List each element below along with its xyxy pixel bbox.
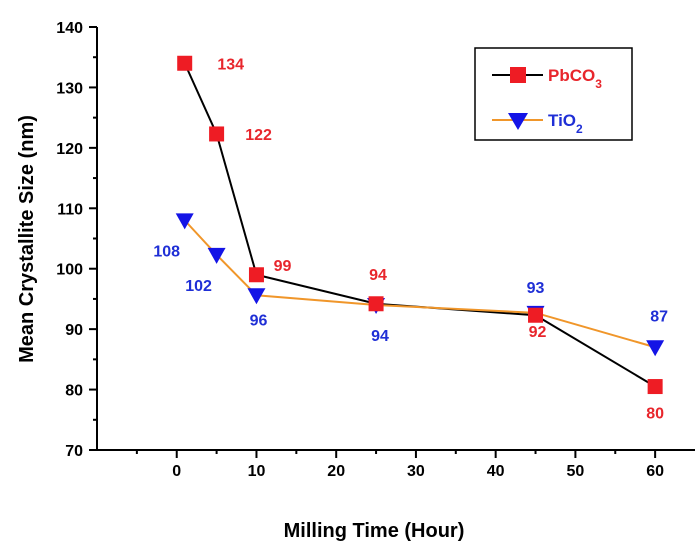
legend-label-main: PbCO [548, 66, 595, 85]
legend-label-main: TiO [548, 111, 576, 130]
x-tick-label: 40 [487, 463, 505, 480]
y-tick-label: 140 [56, 20, 83, 37]
data-label: 134 [217, 56, 244, 73]
data-label: 94 [371, 328, 389, 345]
data-point-square [528, 307, 544, 323]
data-point-triangle [646, 340, 665, 357]
data-label: 108 [153, 243, 180, 260]
data-label: 94 [369, 267, 387, 284]
data-label: 93 [527, 280, 545, 297]
legend-box [474, 47, 633, 141]
legend: PbCO3 TiO2 [474, 47, 633, 141]
data-point-triangle [207, 247, 226, 264]
legend-marker-square [510, 67, 526, 83]
y-tick-label: 100 [56, 262, 83, 279]
x-tick-label: 0 [172, 463, 181, 480]
data-label: 92 [529, 324, 547, 341]
y-tick-label: 110 [57, 201, 83, 218]
data-point-square [248, 267, 264, 283]
series-line-pbco [183, 62, 656, 388]
data-point-square [177, 55, 193, 71]
x-tick-label: 20 [327, 463, 345, 480]
data-label: 99 [274, 258, 292, 275]
ticks: 70 80 90 100 110 120 130 140 0 10 20 30 40 50 60 [56, 20, 664, 480]
x-tick-label: 10 [248, 463, 266, 480]
data-point-square [647, 379, 663, 395]
y-axis-title: Mean Crystallite Size (nm) [16, 115, 38, 363]
y-tick-label: 70 [65, 443, 83, 460]
x-tick-label: 60 [646, 463, 664, 480]
legend-label-subscript: 2 [576, 122, 583, 136]
y-tick-label: 90 [65, 322, 83, 339]
x-tick-label: 50 [567, 463, 585, 480]
data-label: 87 [650, 308, 668, 325]
data-point-triangle [175, 213, 194, 230]
x-axis-title: Milling Time (Hour) [284, 520, 465, 542]
data-labels: 134 122 99 94 92 80 108 102 96 94 93 87 [153, 56, 668, 422]
legend-label: TiO2 [548, 111, 583, 136]
legend-label-subscript: 3 [595, 77, 602, 91]
data-label: 80 [646, 406, 664, 423]
data-point-square [368, 296, 384, 312]
y-tick-label: 80 [65, 383, 83, 400]
y-tick-label: 130 [56, 80, 83, 97]
data-label: 102 [185, 278, 212, 295]
data-point-square [209, 126, 225, 142]
legend-marker-triangle [508, 113, 528, 130]
legend-label: PbCO3 [548, 66, 602, 91]
y-tick-label: 120 [56, 141, 83, 158]
data-label: 122 [245, 127, 272, 144]
markers [175, 55, 665, 395]
data-point-triangle [247, 288, 266, 305]
data-label: 96 [250, 312, 268, 329]
x-tick-label: 30 [407, 463, 425, 480]
